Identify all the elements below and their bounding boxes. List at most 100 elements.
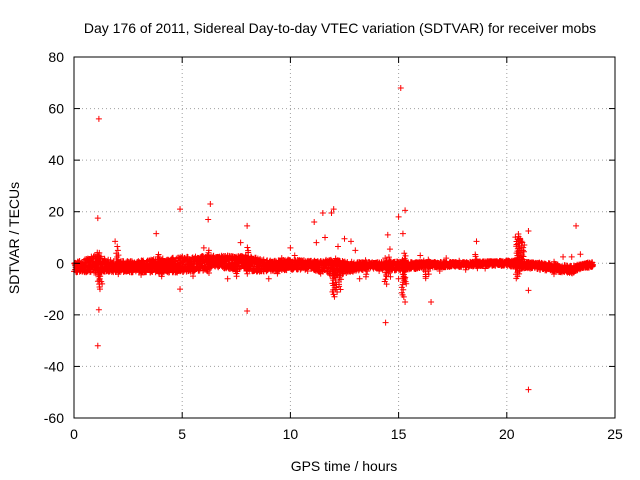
outlier-point <box>138 271 145 278</box>
data-point <box>398 289 405 296</box>
outlier-point <box>99 280 106 287</box>
data-point <box>519 239 526 246</box>
data-point <box>519 265 526 272</box>
data-point <box>472 251 479 258</box>
y-tick-label: 40 <box>48 152 64 168</box>
x-tick-label: 25 <box>607 426 623 442</box>
data-point <box>515 230 522 237</box>
outlier-point <box>274 270 281 277</box>
outlier-point <box>376 268 383 275</box>
outlier-point <box>311 219 318 226</box>
data-point <box>425 271 432 278</box>
data-point <box>382 269 389 276</box>
data-point <box>401 250 408 257</box>
outlier-point <box>291 252 298 259</box>
outlier-point <box>322 234 329 241</box>
data-point <box>401 255 408 262</box>
data-point <box>425 256 432 263</box>
plot-frame <box>73 56 616 419</box>
outlier-point <box>319 210 326 217</box>
data-point <box>114 259 121 266</box>
outlier-point <box>462 266 469 273</box>
outlier-point <box>174 268 181 275</box>
data-point <box>551 258 558 265</box>
data-point <box>382 255 389 262</box>
data-point <box>386 257 393 264</box>
outlier-point <box>200 244 207 251</box>
data-point <box>512 234 519 241</box>
outlier-point <box>190 273 197 280</box>
data-point <box>550 271 557 278</box>
y-tick-label: 80 <box>48 49 64 65</box>
outlier-point <box>386 246 393 253</box>
outlier-point <box>304 268 311 275</box>
axis-ticks: 0 5 10 15 20 25 -60 -40 -20 0 20 40 60 80 <box>44 49 623 442</box>
outlier-point <box>352 247 359 254</box>
outlier-point <box>94 215 101 222</box>
data-point <box>519 257 526 264</box>
data-point <box>551 268 558 275</box>
y-tick-label: -40 <box>44 358 64 374</box>
outlier-point <box>330 206 337 213</box>
outlier-point <box>112 238 119 245</box>
data-point <box>336 267 343 274</box>
data-point <box>97 253 104 260</box>
data-point <box>520 244 527 251</box>
data-point <box>332 255 339 262</box>
outlier-point <box>347 238 354 245</box>
data-point <box>245 247 252 254</box>
outlier-point <box>525 287 532 294</box>
outlier-point <box>95 115 102 122</box>
data-point <box>114 247 121 254</box>
data-point <box>337 272 344 279</box>
chart-title: Day 176 of 2011, Sidereal Day-to-day VTE… <box>84 20 596 36</box>
x-tick-label: 15 <box>391 426 407 442</box>
outlier-point <box>237 239 244 246</box>
outlier-point <box>317 270 324 277</box>
outlier-point <box>356 275 363 282</box>
data-point <box>156 266 163 273</box>
outlier-point <box>402 298 409 305</box>
outlier-point <box>395 275 402 282</box>
y-axis-label: SDTVAR / TECUs <box>6 182 22 294</box>
data-point <box>242 252 249 259</box>
x-tick-label: 0 <box>70 426 78 442</box>
outlier-point <box>328 210 335 217</box>
data-point <box>589 263 596 270</box>
outlier-point <box>287 244 294 251</box>
outlier-point <box>456 257 463 264</box>
outlier-point <box>177 286 184 293</box>
outlier-point <box>397 84 404 91</box>
outlier-point <box>382 319 389 326</box>
outlier-point <box>313 239 320 246</box>
outlier-point <box>244 222 251 229</box>
data-point <box>205 263 212 270</box>
data-point <box>333 258 340 265</box>
outlier-point <box>244 307 251 314</box>
data-point <box>382 276 389 283</box>
outlier-point <box>402 207 409 214</box>
grid <box>74 57 615 418</box>
x-tick-label: 5 <box>178 426 186 442</box>
outlier-point <box>94 342 101 349</box>
outlier-point <box>568 253 575 260</box>
data-point <box>400 271 407 278</box>
data-point <box>385 254 392 261</box>
data-point <box>420 257 427 264</box>
outlier-point <box>443 255 450 262</box>
x-axis-label: GPS time / hours <box>291 458 398 474</box>
data-point <box>82 259 89 266</box>
outlier-point <box>399 230 406 237</box>
data-point <box>155 251 162 258</box>
outlier-point <box>114 243 121 250</box>
data-point <box>520 248 527 255</box>
data-point <box>244 270 251 277</box>
x-tick-label: 20 <box>499 426 515 442</box>
data-point <box>205 247 212 254</box>
data-point <box>329 280 336 287</box>
outlier-point <box>278 255 285 262</box>
outlier-point <box>95 306 102 313</box>
data-point <box>336 257 343 264</box>
y-tick-label: -20 <box>44 307 64 323</box>
data-point <box>473 258 480 265</box>
